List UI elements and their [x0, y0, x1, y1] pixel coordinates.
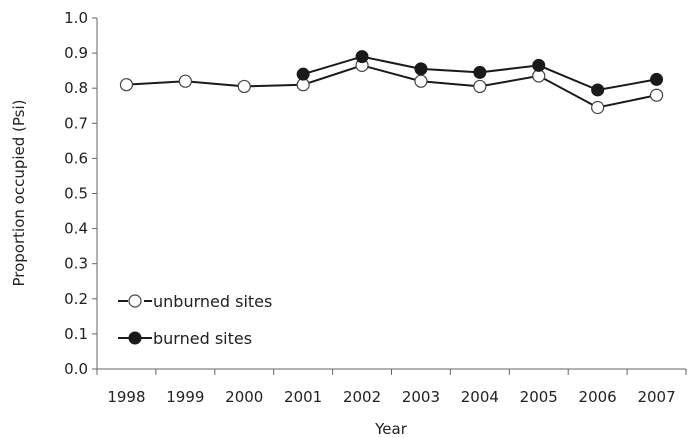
legend: unburned sites burned sites [118, 292, 272, 348]
data-point-unburned [178, 74, 192, 88]
data-point-burned [414, 62, 428, 76]
y-tick-label: 0.4 [64, 220, 88, 238]
y-tick-label: 0.7 [64, 114, 88, 132]
legend-marker-filled-circle [128, 331, 142, 345]
data-point-burned [650, 72, 664, 86]
y-tick-label: 0.5 [64, 185, 88, 203]
x-tick-label: 2006 [579, 388, 617, 406]
y-tick-label: 0.6 [64, 149, 88, 167]
series-line-unburned [126, 64, 657, 109]
x-ticks: 1998 1999 2000 2001 2002 2003 2004 2005 2006 2007 [96, 369, 687, 406]
data-point-burned [473, 65, 487, 79]
series [119, 50, 664, 115]
legend-item-burned: burned sites [118, 329, 252, 348]
x-tick-label: 1998 [107, 388, 145, 406]
data-point-unburned [414, 74, 428, 88]
y-tick-label: 0.0 [64, 360, 88, 378]
x-tick-label: 1999 [166, 388, 204, 406]
data-point-unburned [591, 100, 605, 115]
y-ticks: 0.0 0.1 0.2 0.3 0.4 0.5 0.6 0.7 0.8 0.9 1.0 [64, 9, 97, 378]
data-point-burned [532, 58, 546, 72]
legend-item-unburned: unburned sites [118, 292, 272, 311]
x-tick-label: 2003 [402, 388, 440, 406]
x-tick-label: 2001 [284, 388, 322, 406]
legend-marker-open-circle [128, 294, 142, 308]
data-point-burned [591, 83, 605, 97]
y-tick-label: 0.3 [64, 255, 88, 273]
x-tick-label: 2007 [637, 388, 675, 406]
y-tick-label: 0.2 [64, 290, 88, 308]
data-point-unburned [649, 88, 664, 102]
data-point-burned [296, 67, 310, 81]
legend-label-unburned: unburned sites [153, 292, 272, 311]
x-tick-label: 2000 [225, 388, 263, 406]
x-tick-label: 2002 [343, 388, 381, 406]
data-point-unburned [237, 79, 251, 94]
x-axis-title: Year [374, 420, 408, 438]
data-point-unburned [473, 79, 487, 94]
y-tick-label: 0.8 [64, 79, 88, 97]
data-point-unburned [119, 78, 134, 92]
x-tick-label: 2005 [520, 388, 558, 406]
y-tick-label: 1.0 [64, 9, 88, 27]
y-axis-title: Proportion occupied (Psi) [10, 99, 28, 286]
axes [96, 18, 686, 370]
x-tick-label: 2004 [461, 388, 499, 406]
y-tick-label: 0.9 [64, 44, 88, 62]
y-tick-label: 0.1 [64, 325, 88, 343]
data-point-burned [355, 50, 369, 64]
legend-label-burned: burned sites [153, 329, 252, 348]
